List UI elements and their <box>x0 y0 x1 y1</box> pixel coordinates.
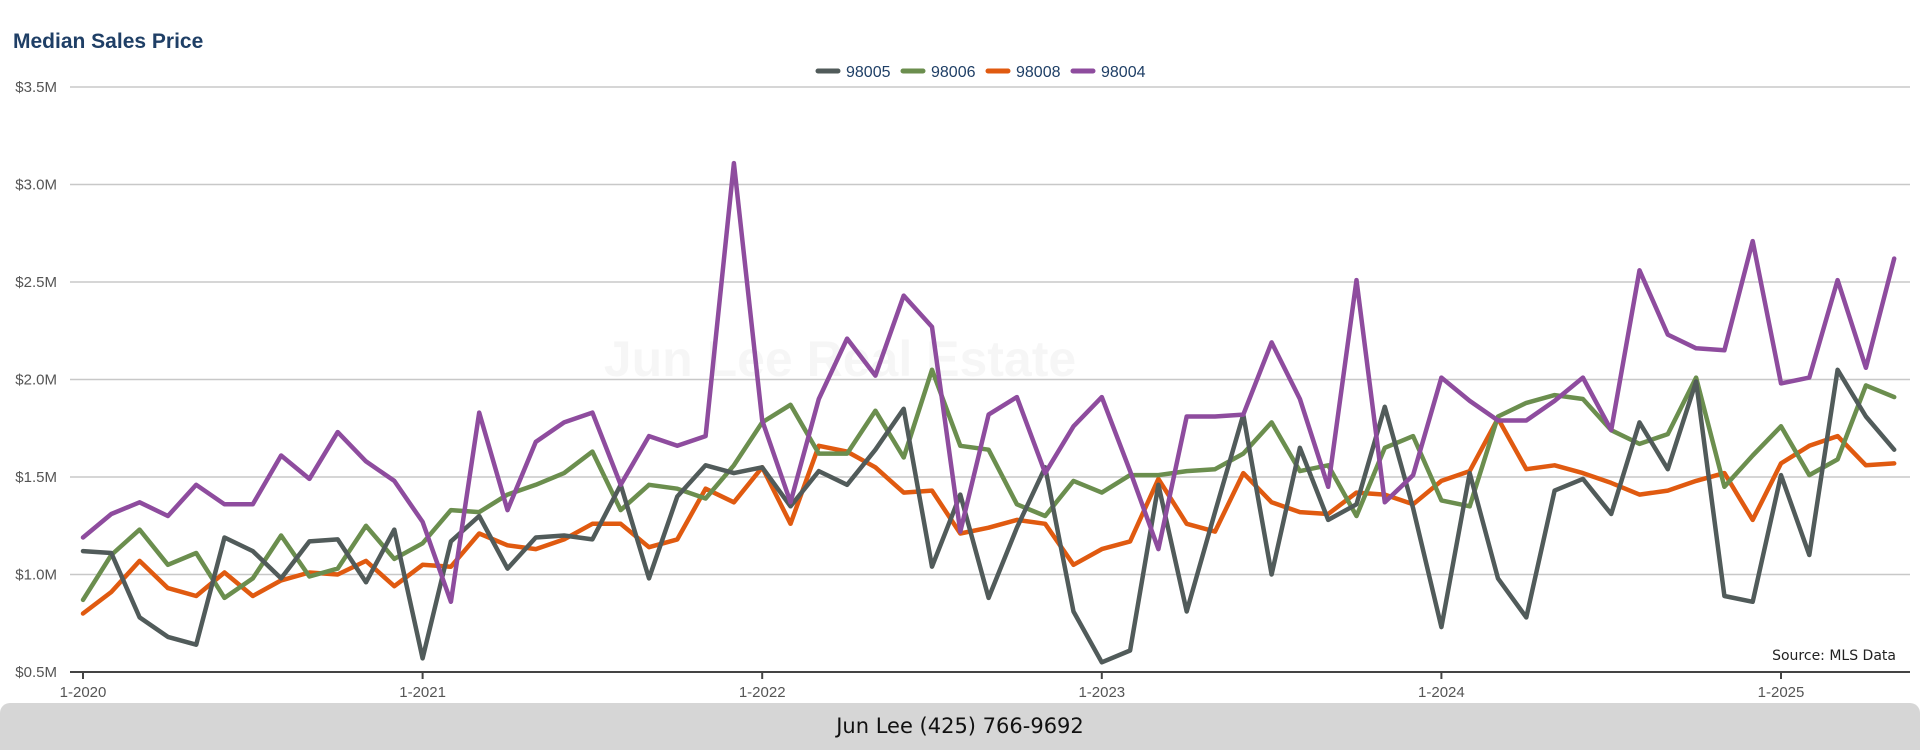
chart-title: Median Sales Price <box>13 30 204 53</box>
y-tick-label: $2.5M <box>15 274 57 291</box>
x-tick-label: 1-2020 <box>60 684 107 701</box>
footer-bar: Jun Lee (425) 766-9692 <box>0 703 1920 750</box>
x-tick-label: 1-2023 <box>1078 684 1125 701</box>
legend: 98005 98006 98008 98004 <box>815 64 1146 81</box>
y-tick-label: $1.5M <box>15 469 57 486</box>
x-tick-label: 1-2022 <box>739 684 786 701</box>
legend-label-98008: 98008 <box>1016 64 1061 81</box>
y-tick-label: $2.0M <box>15 372 57 389</box>
y-tick-label: $1.0M <box>15 567 57 584</box>
x-tick-label: 1-2021 <box>399 684 446 701</box>
legend-label-98005: 98005 <box>846 64 891 81</box>
chart: Jun Lee Real Estate $0.5M$1.0M$1.5M$2.0M… <box>15 64 1910 701</box>
x-tick-label: 1-2025 <box>1758 684 1805 701</box>
axis-layer: 1-2020 1-2021 1-2022 1-2023 1-2024 1-2025 <box>60 671 1910 701</box>
y-tick-label: $3.5M <box>15 79 57 96</box>
y-tick-label: $0.5M <box>15 664 57 681</box>
footer-contact: Jun Lee (425) 766-9692 <box>836 714 1084 738</box>
grid-layer: $0.5M $1.0M $1.5M $2.0M $2.5M $3.0M $3.5M <box>15 79 1910 681</box>
legend-label-98004: 98004 <box>1101 64 1146 81</box>
legend-label-98006: 98006 <box>931 64 976 81</box>
y-tick-label: $3.0M <box>15 177 57 194</box>
x-tick-label: 1-2024 <box>1418 684 1465 701</box>
series-layer <box>80 160 1897 665</box>
series-line-98008 <box>80 416 1897 616</box>
series-line-98004 <box>80 160 1897 605</box>
source-note: Source: MLS Data <box>1772 648 1896 664</box>
series-line-98005 <box>80 367 1897 665</box>
